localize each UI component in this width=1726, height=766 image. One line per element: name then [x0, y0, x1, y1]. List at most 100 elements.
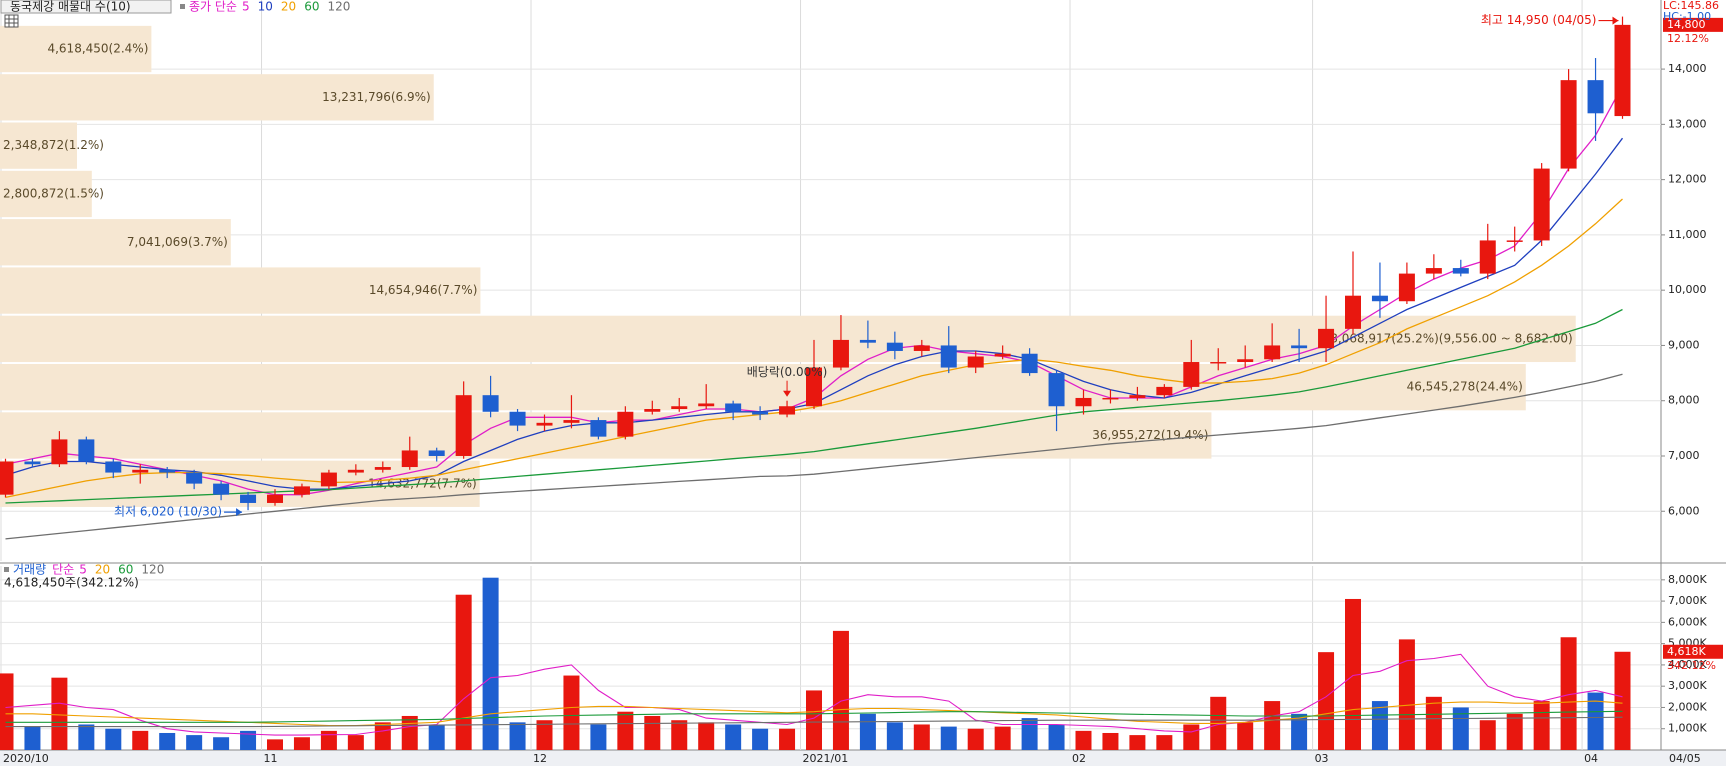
- legend-entry: 5: [79, 563, 87, 577]
- volume-bar: [267, 739, 283, 750]
- current-volume-label: 4,618K: [1667, 645, 1706, 658]
- candle-body: [644, 409, 661, 412]
- volume-bar: [1371, 701, 1388, 750]
- volume-bar: [940, 726, 957, 750]
- candle-body: [132, 469, 149, 473]
- candle-body: [1371, 295, 1388, 302]
- candle-body: [51, 439, 68, 465]
- candle-body: [1560, 80, 1577, 169]
- volume-bar: [186, 735, 203, 750]
- volume-profile-label: 2,800,872(1.5%): [3, 186, 104, 200]
- volume-bar: [1533, 701, 1550, 750]
- volume-profile-label: 7,041,069(3.7%): [127, 235, 228, 249]
- x-tick-label: 02: [1072, 752, 1086, 765]
- volume-bar: [832, 630, 849, 750]
- candle-body: [78, 439, 95, 462]
- annotation-arrowhead: [783, 390, 792, 397]
- candle-body: [1156, 386, 1173, 396]
- volume-ma-line: [5, 653, 1623, 736]
- candle-body: [1264, 345, 1281, 360]
- volume-bar: [994, 726, 1011, 750]
- volume-profile-bar: [0, 364, 1526, 411]
- candle-body: [1318, 328, 1335, 349]
- volume-bar: [1021, 718, 1038, 750]
- candle-body: [1345, 295, 1361, 329]
- candle-body: [832, 339, 849, 368]
- legend-entry: 60: [304, 0, 319, 14]
- volume-bar: [806, 690, 822, 750]
- volume-profile-label: 13,231,796(6.9%): [322, 90, 431, 104]
- volume-bar: [132, 730, 149, 750]
- candle-body: [347, 469, 364, 473]
- y-tick-label: 8,000: [1668, 394, 1700, 407]
- candle-body: [401, 450, 418, 468]
- candle-body: [536, 422, 553, 426]
- candle-body: [0, 461, 14, 495]
- candle-body: [994, 353, 1011, 357]
- volume-bar: [1398, 639, 1415, 750]
- volume-bar: [482, 577, 499, 750]
- price-change-label: 12.12%: [1667, 32, 1709, 45]
- candle-body: [293, 486, 310, 495]
- volume-bar: [1156, 735, 1173, 750]
- volume-profile-label: 14,654,946(7.7%): [369, 283, 478, 297]
- volume-bar: [1102, 732, 1119, 750]
- legend-entry: 5: [242, 0, 250, 14]
- candle-body: [940, 345, 957, 368]
- y-tick-label: 14,000: [1668, 62, 1707, 75]
- volume-profile-label: 2,348,872(1.2%): [3, 138, 104, 152]
- volume-bar: [347, 735, 364, 750]
- volume-title: 거래량: [13, 563, 46, 577]
- x-tick-label: 2021/01: [803, 752, 849, 765]
- candle-body: [1291, 345, 1308, 349]
- volume-bar: [617, 711, 634, 750]
- y-tick-label: 8,000K: [1668, 573, 1707, 586]
- y-tick-label: 4,000K: [1668, 658, 1707, 671]
- volume-bar: [886, 722, 903, 750]
- candle-body: [1479, 240, 1496, 274]
- volume-profile-label: 46,545,278(24.4%): [1407, 380, 1523, 394]
- candle-body: [671, 406, 688, 410]
- y-tick-label: 3,000K: [1668, 679, 1707, 692]
- x-tick-label: 11: [264, 752, 278, 765]
- candle-body: [1075, 397, 1092, 407]
- dividend-annotation: 배당락(0.00%): [747, 365, 828, 379]
- volume-bar: [1291, 713, 1308, 750]
- volume-bar: [1425, 696, 1442, 750]
- candle-body: [105, 461, 122, 473]
- volume-bar: [644, 715, 661, 750]
- volume-bar: [0, 673, 14, 750]
- candle-body: [374, 467, 391, 470]
- volume-bar: [967, 728, 984, 750]
- volume-profile-bar: [0, 25, 152, 73]
- volume-profile-label: 36,955,272(19.4%): [1092, 428, 1208, 442]
- candle-body: [1452, 268, 1469, 274]
- volume-bar: [698, 722, 715, 750]
- candle-body: [24, 461, 41, 465]
- candle-body: [752, 411, 769, 415]
- candle-body: [1587, 80, 1604, 114]
- volume-bar: [1506, 713, 1523, 750]
- volume-bar: [1614, 651, 1631, 750]
- y-tick-label: 12,000: [1668, 173, 1707, 186]
- y-tick-label: 1,000K: [1668, 722, 1707, 735]
- legend-entry: 20: [281, 0, 296, 14]
- candle-body: [1425, 268, 1442, 274]
- candle-body: [806, 367, 822, 407]
- volume-bar: [374, 722, 391, 750]
- volume-bar: [428, 724, 445, 750]
- volume-bar: [1318, 652, 1335, 750]
- volume-bar: [725, 724, 742, 750]
- current-volume-box: [1663, 644, 1723, 659]
- x-axis-band: [0, 750, 1726, 766]
- volume-bar: [509, 722, 526, 750]
- candle-body: [159, 469, 176, 473]
- grid-icon-lines: [5, 15, 18, 27]
- volume-profile-bar: [0, 219, 231, 266]
- candle-body: [186, 472, 203, 484]
- volume-bar: [401, 715, 418, 750]
- volume-ma-line: [5, 716, 1623, 728]
- y-tick-label: 7,000: [1668, 449, 1700, 462]
- candle-body: [320, 472, 337, 487]
